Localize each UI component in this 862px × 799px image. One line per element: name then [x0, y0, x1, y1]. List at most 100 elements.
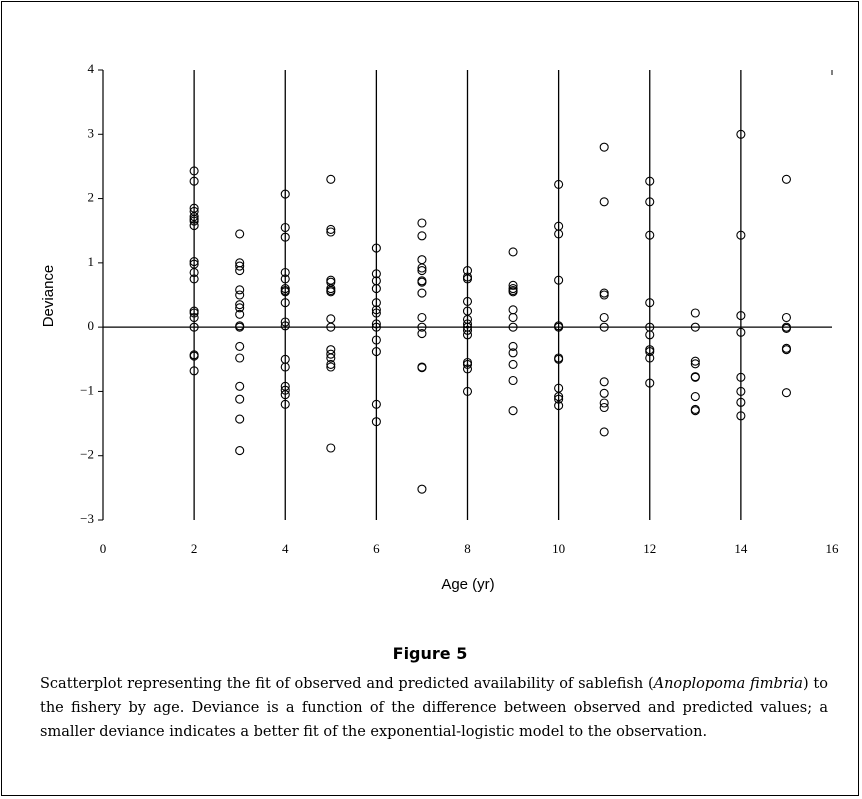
point [599, 322, 609, 332]
point [462, 359, 473, 369]
point [599, 388, 609, 398]
point [417, 218, 427, 228]
point [235, 309, 245, 319]
point [599, 377, 609, 387]
point [508, 359, 518, 369]
point [371, 269, 381, 279]
point [235, 300, 245, 310]
point [599, 290, 609, 300]
point [508, 280, 518, 290]
point [280, 321, 290, 331]
point [326, 322, 336, 332]
point [736, 230, 746, 240]
x-tick-label: 8 [464, 541, 471, 556]
point [736, 386, 746, 396]
x-tick-label: 6 [373, 541, 380, 556]
point [599, 197, 609, 207]
point [417, 484, 427, 494]
point [736, 129, 746, 139]
point [189, 351, 199, 361]
point [189, 308, 199, 318]
point [235, 261, 245, 271]
point [690, 392, 700, 402]
point [235, 394, 245, 404]
y-axis-label: Deviance [40, 265, 57, 328]
point [235, 290, 245, 300]
x-tick-label: 16 [826, 541, 840, 556]
point [371, 284, 381, 294]
point [417, 288, 427, 298]
point [508, 287, 518, 297]
point [371, 319, 381, 329]
point [189, 176, 199, 186]
point [508, 312, 518, 323]
point [280, 399, 290, 409]
point [189, 366, 199, 376]
x-axis-label: Age (yr) [441, 576, 494, 593]
point [189, 322, 199, 332]
y-tick-label: 2 [88, 190, 95, 205]
point [599, 142, 609, 152]
point [781, 345, 791, 355]
point [280, 317, 290, 327]
y-tick-label: 4 [88, 61, 95, 76]
point [280, 267, 290, 278]
point [189, 216, 199, 226]
point [462, 364, 473, 374]
point [736, 327, 746, 337]
point [462, 296, 473, 306]
point [645, 347, 655, 357]
point [690, 372, 700, 382]
point [599, 312, 609, 323]
point [599, 427, 609, 437]
point [417, 277, 427, 287]
point [645, 353, 655, 363]
point [189, 212, 199, 222]
point [645, 298, 655, 308]
y-tick-label: 3 [88, 125, 95, 140]
point [462, 274, 473, 284]
point [645, 330, 655, 340]
point [599, 288, 609, 298]
point [554, 275, 564, 285]
y-tick-label: 0 [88, 318, 95, 333]
point [189, 274, 199, 284]
point [462, 325, 473, 335]
point [508, 341, 518, 351]
point [645, 378, 655, 388]
point [508, 322, 518, 332]
point [235, 414, 245, 424]
point [417, 312, 427, 323]
point [781, 312, 791, 323]
point [371, 399, 381, 409]
point [235, 285, 245, 295]
point [599, 402, 609, 413]
point [235, 353, 245, 363]
point [462, 319, 473, 329]
point [645, 197, 655, 207]
point [189, 257, 199, 267]
point [417, 266, 427, 276]
point [280, 362, 290, 372]
point [326, 275, 336, 285]
point [189, 166, 199, 176]
point [280, 385, 290, 395]
point [280, 222, 290, 233]
point [417, 231, 427, 241]
x-tick-label: 0 [100, 541, 107, 556]
point [371, 347, 381, 357]
point [189, 221, 199, 231]
caption-text: ) to the fishery by age. Deviance is a f… [40, 676, 828, 740]
point [326, 353, 336, 363]
point [326, 287, 336, 297]
point [554, 394, 564, 404]
point [690, 406, 700, 416]
point [371, 298, 381, 308]
point [280, 287, 290, 297]
point [554, 229, 564, 239]
y-tick-label: −2 [80, 447, 94, 462]
point [736, 372, 746, 382]
point [508, 375, 518, 386]
